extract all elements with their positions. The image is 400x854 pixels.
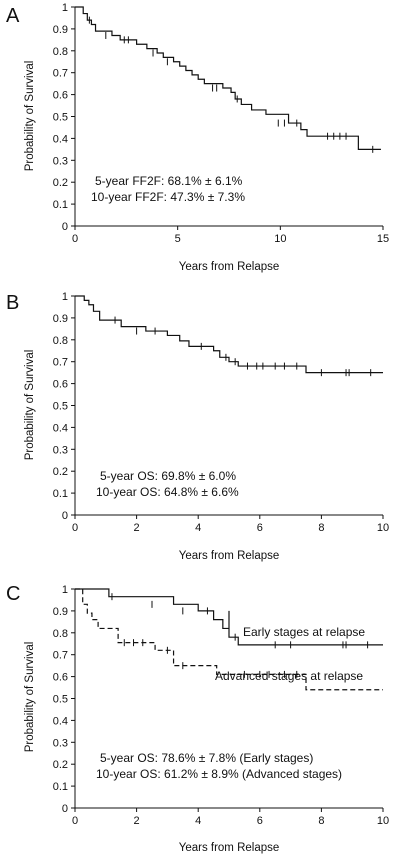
y-tick-label-c: 0.7 [53,650,68,662]
x-tick-label-a: 5 [175,233,181,245]
annotation-5yr-os-early: 5-year OS: 78.6% ± 7.8% (Early stages) [100,751,313,765]
panel-a: A Probability of Survival Years from Rel… [6,2,389,273]
y-tick-label-b: 0.7 [53,357,68,369]
y-tick-label-b: 0.4 [53,422,68,434]
y-tick-label-a: 0.1 [53,199,68,211]
y-axis-title-c: Probability of Survival [24,642,36,753]
panel-letter-a: A [6,5,20,27]
y-tick-label-c: 0.2 [53,759,68,771]
y-tick-label-a: 1 [62,2,68,14]
y-tick-label-a: 0.8 [53,46,68,58]
panel-c: C Probability of Survival Years from Rel… [6,583,389,854]
y-axis-title-a: Probability of Survival [24,61,36,172]
y-tick-label-a: 0.2 [53,177,68,189]
x-tick-label-b: 0 [72,522,78,534]
survival-curve-c-1 [75,588,383,691]
series-label-advanced: Advanced stages at relapse [215,669,363,683]
y-tick-label-a: 0.9 [53,24,68,36]
x-tick-label-a: 10 [274,233,286,245]
y-tick-label-b: 0.6 [53,379,68,391]
x-tick-label-b: 2 [134,522,140,534]
y-tick-label-c: 0.4 [53,715,68,727]
y-tick-label-c: 0.9 [53,606,68,618]
x-tick-label-c: 6 [257,815,263,827]
survival-curve-a-0 [75,6,381,150]
y-tick-label-b: 0.1 [53,488,68,500]
y-tick-label-c: 0 [62,803,68,815]
x-axis-title-c: Years from Relapse [179,842,280,854]
survival-curve-b-0 [75,295,383,374]
y-tick-label-c: 0.8 [53,628,68,640]
annotation-5yr-os: 5-year OS: 69.8% ± 6.0% [100,469,236,483]
y-axis-title-b: Probability of Survival [24,350,36,461]
y-tick-label-b: 0.3 [53,444,68,456]
y-tick-label-c: 0.6 [53,672,68,684]
x-tick-label-c: 2 [134,815,140,827]
y-tick-label-b: 0.8 [53,335,68,347]
x-tick-label-b: 8 [318,522,324,534]
y-tick-label-c: 0.3 [53,737,68,749]
y-tick-label-c: 0.1 [53,781,68,793]
x-tick-label-a: 15 [377,233,389,245]
y-tick-label-b: 1 [62,291,68,303]
y-tick-label-c: 1 [62,584,68,596]
series-label-early: Early stages at relapse [243,625,365,639]
y-tick-label-a: 0.4 [53,133,68,145]
annotation-10yr-os: 10-year OS: 64.8% ± 6.6% [96,485,239,499]
annotation-10yr-ff2f: 10-year FF2F: 47.3% ± 7.3% [91,190,245,204]
y-tick-label-a: 0.6 [53,90,68,102]
x-tick-label-c: 8 [318,815,324,827]
x-tick-label-b: 4 [195,522,201,534]
y-tick-label-b: 0.2 [53,466,68,478]
x-tick-label-b: 10 [377,522,389,534]
survival-curve-c-0 [75,588,383,646]
annotation-10yr-os-advanced: 10-year OS: 61.2% ± 8.9% (Advanced stage… [96,767,342,781]
y-tick-label-a: 0.7 [53,68,68,80]
panel-letter-c: C [6,583,20,605]
y-tick-label-b: 0.5 [53,401,68,413]
y-tick-label-a: 0.5 [53,112,68,124]
x-tick-label-c: 0 [72,815,78,827]
y-tick-label-a: 0 [62,221,68,233]
x-tick-label-a: 0 [72,233,78,245]
x-axis-title-a: Years from Relapse [179,261,280,273]
y-tick-label-c: 0.5 [53,694,68,706]
y-tick-label-b: 0 [62,510,68,522]
y-tick-label-b: 0.9 [53,313,68,325]
y-tick-label-a: 0.3 [53,155,68,167]
annotation-5yr-ff2f: 5-year FF2F: 68.1% ± 6.1% [95,174,243,188]
x-axis-title-b: Years from Relapse [179,550,280,562]
x-tick-label-c: 10 [377,815,389,827]
x-tick-label-c: 4 [195,815,201,827]
x-tick-label-b: 6 [257,522,263,534]
panel-letter-b: B [6,292,19,314]
panel-b: B Probability of Survival Years from Rel… [6,291,389,562]
